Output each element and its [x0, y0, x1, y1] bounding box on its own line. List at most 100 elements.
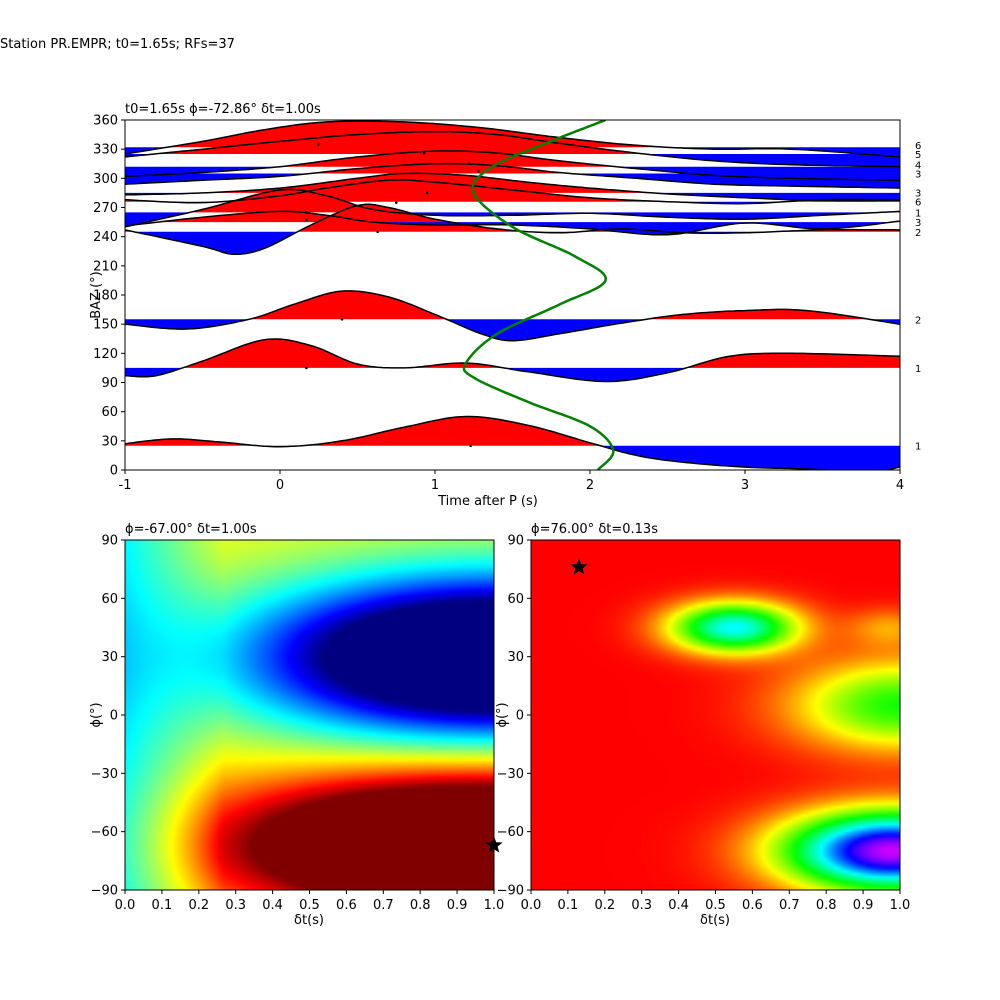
right-x-label: δt(s)	[700, 913, 730, 928]
y-tick-label: 30	[507, 650, 524, 665]
x-tick-label: 1.0	[890, 898, 911, 913]
y-tick-label: 90	[101, 376, 118, 391]
x-tick-label: 1	[431, 478, 439, 493]
trace-fills	[125, 121, 900, 470]
y-tick-label: −60	[91, 825, 118, 840]
y-tick-label: 0	[110, 709, 118, 724]
trace-fill-2	[249, 290, 447, 320]
trace-fill-3	[134, 231, 298, 255]
top-axes-title: t0=1.65s ϕ=-72.86° δt=1.00s	[125, 102, 321, 117]
trace-count-label: 4	[915, 160, 921, 171]
y-tick-label: 180	[93, 289, 118, 304]
left-heatmap	[125, 540, 494, 890]
trace-line-11	[125, 120, 900, 158]
left-y-ticks: −90 −60 −30 0 30 60 90	[91, 534, 125, 899]
x-tick-label: 3	[741, 478, 749, 493]
x-tick-label: 0.4	[262, 898, 283, 913]
right-y-ticks: −90 −60 −30 0 30 60 90	[497, 534, 531, 899]
x-tick-label: 0.9	[853, 898, 874, 913]
trace-fill-0	[125, 438, 258, 446]
trace-fill-8	[310, 163, 571, 174]
trace-fill-10	[645, 154, 900, 167]
trace-marker	[425, 191, 429, 195]
trace-line-0	[125, 415, 900, 470]
trace-fill-0	[302, 416, 601, 446]
left-x-ticks: 0.0 0.1 0.2 0.3 0.4 0.5 0.6 0.7 0.8 0.9 1.0	[115, 890, 505, 913]
x-tick-label: 0.5	[299, 898, 320, 913]
y-tick-label: 210	[93, 259, 118, 274]
y-tick-label: 60	[101, 405, 118, 420]
y-tick-label: 150	[93, 318, 118, 333]
trace-line-4	[125, 210, 900, 236]
y-tick-label: 120	[93, 347, 118, 362]
best-fit-star	[570, 558, 588, 575]
trace-fill-7	[202, 173, 653, 193]
x-tick-label: 0.1	[152, 898, 173, 913]
y-tick-label: 90	[101, 534, 118, 549]
right-heatmap	[531, 540, 900, 890]
trace-count-label: 6	[915, 141, 921, 152]
x-tick-label: 0.3	[225, 898, 246, 913]
y-tick-label: 330	[93, 143, 118, 158]
trace-fill-11	[666, 147, 900, 157]
figure-suptitle: Station PR.EMPR; t0=1.65s; RFs=37	[0, 37, 235, 52]
y-tick-label: −90	[91, 884, 118, 899]
x-tick-label: 0.4	[668, 898, 689, 913]
x-tick-label: 0.2	[188, 898, 209, 913]
x-tick-label: 0.9	[447, 898, 468, 913]
trace-fill-9	[280, 150, 617, 167]
y-tick-label: 0	[516, 709, 524, 724]
receiver-function-axes: t0=1.65s ϕ=-72.86° δt=1.00s -1 0 1 2 3 4 0306…	[89, 102, 921, 509]
left-y-label: ϕ(°)	[89, 702, 104, 727]
trace-fill-1	[686, 353, 900, 368]
trace-line-1	[125, 338, 900, 383]
grid-search-right-axes: ϕ=76.00° δt=0.13s 0.0 0.1 0.2 0.3 0.4 0.5 0.6 0…	[495, 522, 910, 928]
trace-count-label: 5	[915, 150, 921, 161]
right-y-label: ϕ(°)	[495, 702, 510, 727]
trace-marker	[422, 151, 426, 155]
left-x-label: δt(s)	[294, 913, 324, 928]
trace-line-10	[125, 130, 900, 168]
trace-count-label: 2	[915, 228, 921, 239]
x-tick-label: 1.0	[484, 898, 505, 913]
trace-marker	[305, 218, 308, 222]
trace-line-3	[125, 203, 900, 255]
trace-fill-2	[446, 319, 646, 341]
trace-marker	[467, 162, 471, 166]
trace-fill-2	[125, 319, 249, 330]
trace-line-2	[125, 290, 900, 342]
x-tick-label: 0	[276, 478, 284, 493]
model-curve	[462, 120, 615, 470]
trace-count-label: 3	[915, 218, 921, 229]
trace-marker	[394, 201, 398, 204]
x-tick-label: 0.0	[521, 898, 542, 913]
y-tick-label: −60	[497, 825, 524, 840]
x-tick-label: 0.2	[594, 898, 615, 913]
trace-count-label: 2	[915, 315, 921, 326]
trace-fill-5	[393, 212, 881, 220]
top-x-label: Time after P (s)	[437, 494, 538, 509]
x-tick-label: 0.6	[336, 898, 357, 913]
right-best-star	[570, 558, 588, 575]
trace-line-5	[125, 188, 900, 228]
trace-marker	[317, 143, 321, 146]
x-tick-label: 0.7	[373, 898, 394, 913]
x-tick-label: 0.7	[779, 898, 800, 913]
y-tick-label: 30	[101, 434, 118, 449]
x-tick-label: -1	[119, 478, 132, 493]
y-tick-label: 360	[93, 114, 118, 129]
trace-marker	[340, 318, 344, 321]
x-tick-label: 0.5	[705, 898, 726, 913]
x-tick-label: 4	[896, 478, 904, 493]
trace-marker	[305, 366, 308, 370]
x-tick-label: 0.1	[558, 898, 579, 913]
top-x-ticks: -1 0 1 2 3 4	[119, 470, 904, 493]
trace-line-8	[125, 162, 900, 189]
y-tick-label: 30	[101, 650, 118, 665]
y-tick-label: 60	[101, 592, 118, 607]
trace-marker	[469, 444, 472, 447]
x-tick-label: 0.3	[631, 898, 652, 913]
trace-count-label: 1	[915, 208, 921, 219]
